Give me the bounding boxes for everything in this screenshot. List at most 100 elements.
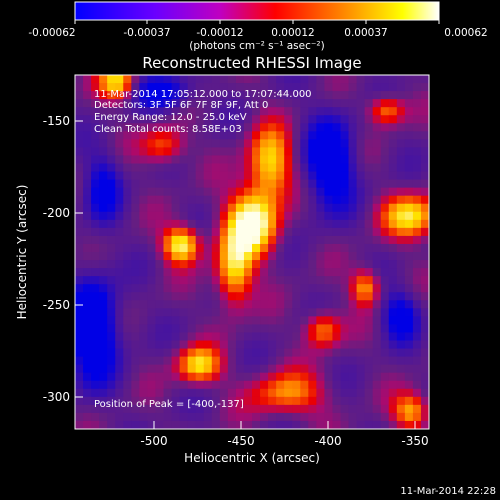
heatmap-cell [372, 83, 382, 92]
heatmap-cell [332, 75, 342, 84]
heatmap-cell [276, 75, 285, 84]
heatmap-cell [340, 412, 350, 422]
heatmap-cell [147, 380, 157, 390]
heatmap-cell [195, 235, 205, 245]
heatmap-cell [356, 420, 366, 429]
heatmap-cell [364, 276, 374, 285]
heatmap-cell [235, 380, 245, 390]
heatmap-cell [348, 372, 358, 382]
heatmap-cell [219, 139, 229, 149]
heatmap-cell [396, 187, 406, 197]
heatmap-cell [235, 235, 245, 245]
heatmap-cell [99, 412, 108, 422]
heatmap-cell [252, 75, 261, 84]
heatmap-cell [211, 252, 221, 261]
heatmap-cell [348, 300, 358, 309]
heatmap-cell [332, 404, 342, 414]
heatmap-cell [300, 75, 309, 84]
heatmap-cell [380, 195, 390, 205]
heatmap-cell [316, 396, 326, 406]
heatmap-cell [235, 147, 245, 157]
heatmap-cell [404, 316, 414, 326]
heatmap-cell [139, 292, 149, 301]
heatmap-cell [260, 195, 269, 205]
heatmap-cell [308, 235, 317, 245]
heatmap-cell [203, 284, 213, 293]
heatmap-cell [155, 388, 165, 398]
heatmap-cell [364, 243, 374, 253]
heatmap-cell [139, 252, 149, 261]
heatmap-cell [308, 203, 317, 213]
heatmap-cell [292, 171, 301, 181]
x-tick-label-4: -350 [401, 434, 428, 448]
heatmap-cell [131, 412, 140, 422]
heatmap-cell [243, 316, 253, 326]
heatmap-cell [115, 284, 124, 293]
heatmap-cell [147, 412, 157, 422]
heatmap-cell [107, 187, 116, 197]
heatmap-cell [388, 420, 398, 429]
heatmap-cell [235, 99, 245, 108]
heatmap-cell [91, 91, 100, 100]
heatmap-cell [364, 123, 374, 132]
heatmap-cell [99, 396, 108, 406]
heatmap-cell [380, 372, 390, 382]
heatmap-cell [187, 123, 197, 132]
heatmap-cell [139, 364, 149, 374]
heatmap-cell [404, 284, 414, 293]
heatmap-cell [195, 107, 205, 116]
heatmap-cell [372, 243, 382, 253]
heatmap-cell [412, 155, 422, 165]
image-area [75, 75, 429, 429]
heatmap-cell [83, 308, 92, 317]
heatmap-cell [187, 412, 197, 422]
heatmap-cell [75, 308, 84, 317]
heatmap-cell [412, 243, 422, 253]
heatmap-cell [243, 75, 253, 84]
heatmap-cell [396, 227, 406, 237]
heatmap-cell [139, 372, 149, 382]
heatmap-cell [316, 364, 326, 374]
heatmap-cell [187, 227, 197, 237]
heatmap-cell [171, 252, 181, 261]
heatmap-cell [316, 123, 326, 132]
heatmap-cell [187, 91, 197, 100]
heatmap-cell [235, 308, 245, 317]
heatmap-cell [75, 316, 84, 326]
heatmap-cell [91, 260, 100, 269]
heatmap-cell [292, 308, 301, 317]
heatmap-cell [139, 83, 149, 92]
heatmap-cell [243, 380, 253, 390]
heatmap-cell [187, 364, 197, 374]
heatmap-cell [332, 243, 342, 253]
heatmap-cell [364, 235, 374, 245]
heatmap-cell [284, 171, 293, 181]
heatmap-cell [75, 412, 84, 422]
heatmap-cell [195, 380, 205, 390]
heatmap-cell [396, 316, 406, 326]
heatmap-cell [396, 243, 406, 253]
heatmap-cell [243, 324, 253, 334]
heatmap-cell [99, 155, 108, 165]
heatmap-cell [284, 187, 293, 197]
heatmap-cell [195, 83, 205, 92]
heatmap-cell [203, 179, 213, 189]
heatmap-cell [404, 75, 414, 84]
heatmap-cell [380, 260, 390, 269]
heatmap-cell [412, 163, 422, 173]
heatmap-cell [372, 99, 382, 108]
heatmap-cell [83, 123, 92, 132]
heatmap-cell [332, 131, 342, 140]
heatmap-cell [187, 292, 197, 301]
heatmap-cell [211, 284, 221, 293]
heatmap-cell [308, 99, 317, 108]
heatmap-cell [252, 380, 261, 390]
heatmap-cell [179, 227, 189, 237]
heatmap-cell [203, 364, 213, 374]
heatmap-cell [155, 308, 165, 317]
heatmap-cell [372, 308, 382, 317]
heatmap-cell [356, 235, 366, 245]
heatmap-cell [284, 364, 293, 374]
heatmap-cell [83, 235, 92, 245]
heatmap-cell [356, 364, 366, 374]
